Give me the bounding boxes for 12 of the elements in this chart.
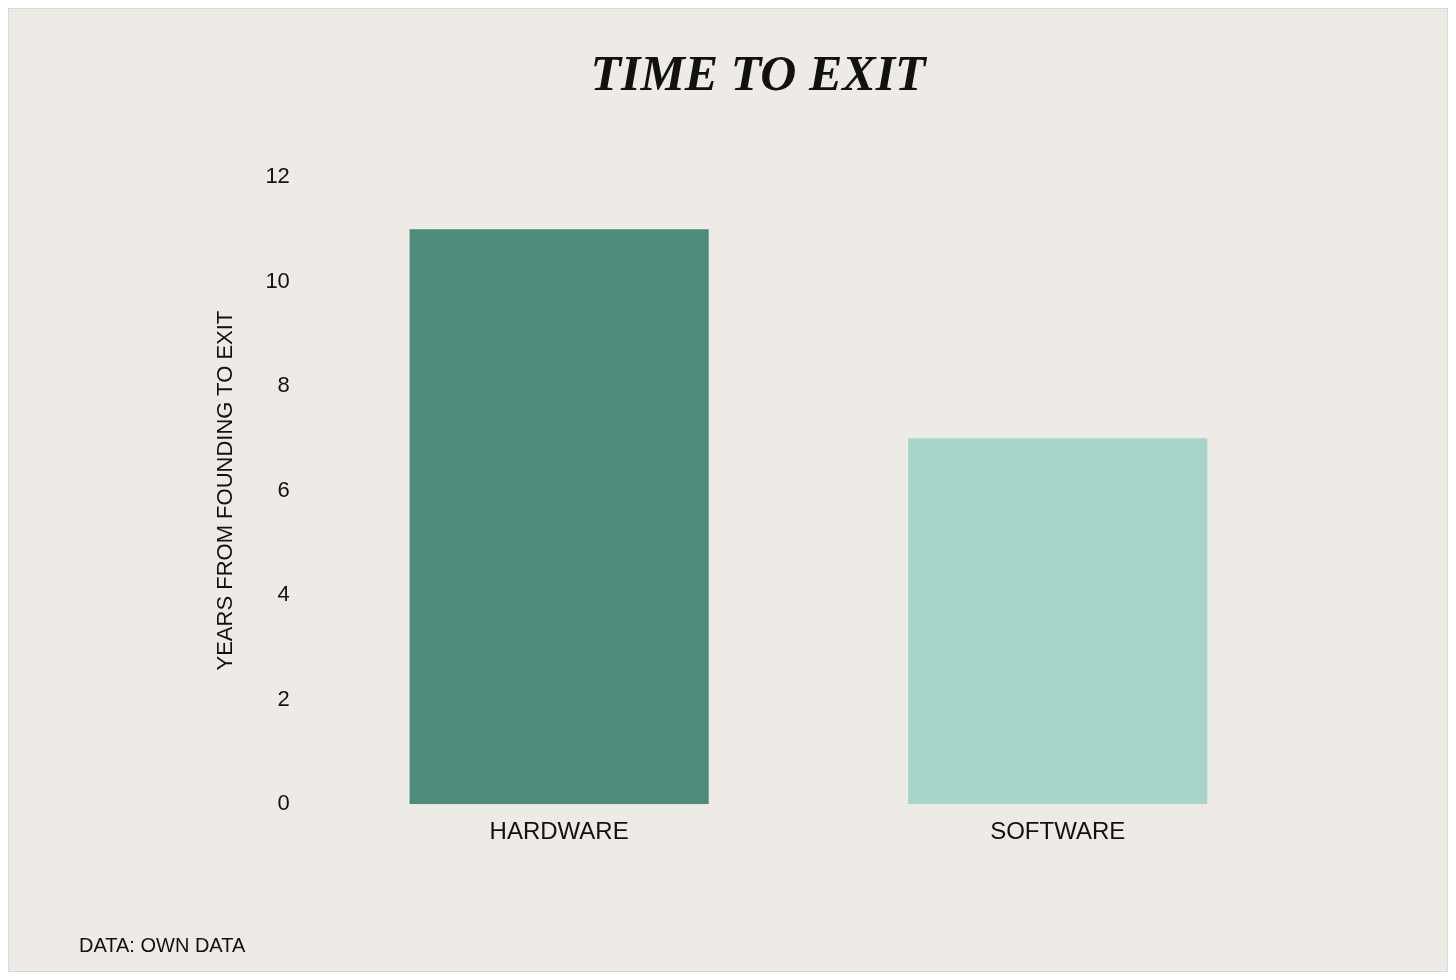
y-tick-label: 6 bbox=[277, 476, 290, 502]
x-tick-label: SOFTWARE bbox=[990, 817, 1126, 845]
y-tick-label: 8 bbox=[277, 372, 290, 398]
y-tick-label: 4 bbox=[277, 581, 290, 607]
y-axis-title: YEARS FROM FOUNDING TO EXIT bbox=[212, 310, 238, 671]
x-tick-label: HARDWARE bbox=[489, 817, 629, 845]
text: DATA: OWN DATA bbox=[79, 933, 246, 956]
y-tick-label: 2 bbox=[277, 685, 290, 711]
y-tick-label: 10 bbox=[265, 267, 290, 293]
y-tick-label: 0 bbox=[277, 790, 290, 816]
y-tick-label: 12 bbox=[265, 163, 290, 189]
chart-title: TIME TO EXIT bbox=[590, 44, 929, 101]
